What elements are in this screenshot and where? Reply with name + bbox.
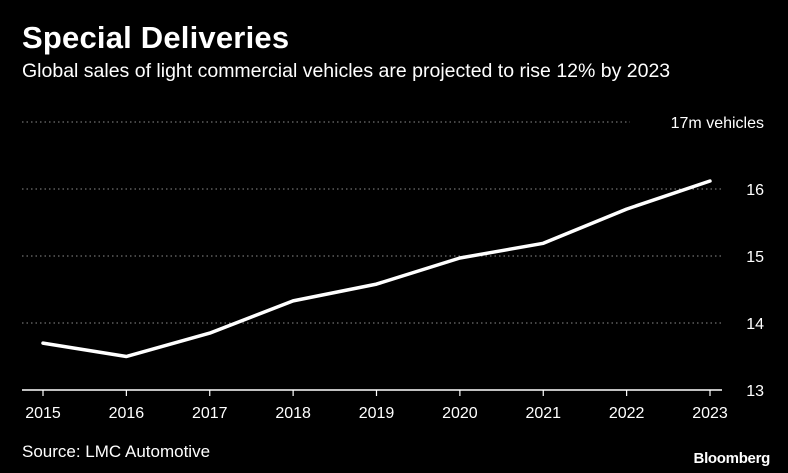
x-tick-label: 2022	[609, 405, 645, 422]
x-tick-label: 2015	[25, 405, 61, 422]
x-axis-tick-labels: 2015 2016 2017 2018 2019 2020 2021 2022 2023	[25, 390, 728, 422]
x-tick-label: 2020	[442, 405, 478, 422]
bloomberg-logo: Bloomberg	[693, 450, 771, 467]
y-tick-label: 15	[746, 249, 764, 266]
y-axis-tick-labels: 13 14 15 16 17m vehicles	[671, 115, 764, 400]
x-tick-label: 2016	[109, 405, 145, 422]
y-tick-label: 14	[746, 316, 764, 333]
x-tick-label: 2021	[525, 405, 561, 422]
y-tick-label: 17m vehicles	[671, 115, 764, 132]
y-tick-label: 13	[746, 383, 764, 400]
x-tick-label: 2019	[359, 405, 395, 422]
source-note: Source: LMC Automotive	[22, 442, 211, 461]
x-tick-label: 2017	[192, 405, 228, 422]
chart-subtitle: Global sales of light commercial vehicle…	[22, 60, 671, 82]
series-layer	[41, 179, 712, 359]
x-tick-label: 2023	[692, 405, 728, 422]
gridlines	[22, 121, 722, 391]
series-line	[41, 179, 712, 359]
x-tick-label: 2018	[275, 405, 311, 422]
y-tick-label: 16	[746, 182, 764, 199]
chart-title: Special Deliveries	[22, 20, 290, 55]
